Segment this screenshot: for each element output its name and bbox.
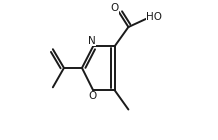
- Text: O: O: [88, 91, 97, 101]
- Text: O: O: [111, 3, 119, 13]
- Text: HO: HO: [146, 12, 162, 22]
- Text: N: N: [88, 36, 95, 46]
